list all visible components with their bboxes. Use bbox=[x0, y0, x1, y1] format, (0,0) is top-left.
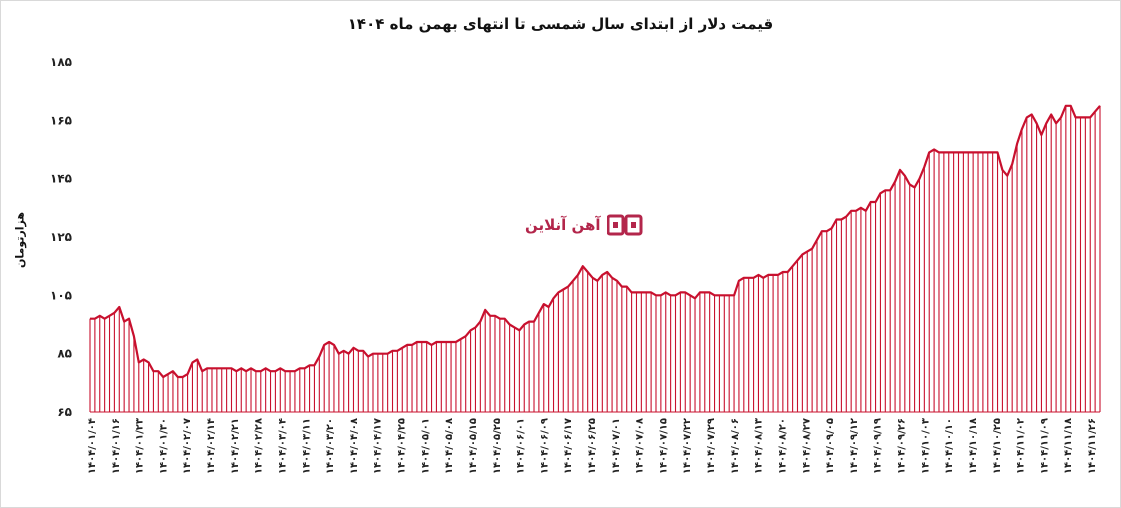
x-tick-label: ۱۴۰۴/۰۷/۲۲ bbox=[682, 418, 693, 474]
x-tick-label: ۱۴۰۴/۰۵/۰۸ bbox=[444, 418, 455, 474]
x-tick-label: ۱۴۰۴/۰۸/۲۷ bbox=[801, 418, 812, 474]
x-tick-label: ۱۴۰۴/۰۸/۱۳ bbox=[754, 418, 765, 474]
x-tick-label: ۱۴۰۴/۰۵/۲۵ bbox=[492, 418, 503, 474]
x-tick-label: ۱۴۰۴/۰۳/۱۱ bbox=[301, 418, 312, 474]
x-tick-label: ۱۴۰۴/۱۰/۱۸ bbox=[968, 418, 979, 474]
chart-title: قیمت دلار از ابتدای سال شمسی تا انتهای ب… bbox=[347, 15, 774, 33]
x-tick-label: ۱۴۰۴/۰۱/۱۶ bbox=[111, 418, 122, 474]
x-tick-label: ۱۴۰۴/۰۲/۲۸ bbox=[254, 418, 265, 474]
x-tick-label: ۱۴۰۴/۰۴/۰۸ bbox=[349, 418, 360, 474]
y-tick-label: ۶۵ bbox=[57, 405, 72, 419]
x-tick-label: ۱۴۰۴/۰۷/۲۹ bbox=[706, 418, 717, 474]
x-tick-label: ۱۴۰۴/۰۵/۱۵ bbox=[468, 418, 479, 474]
x-tick-label: ۱۴۰۴/۰۶/۲۵ bbox=[587, 418, 598, 474]
y-tick-label: ۱۸۵ bbox=[50, 55, 72, 69]
x-tick-label: ۱۴۰۴/۰۷/۰۱ bbox=[611, 418, 622, 474]
logo-text: آهن آنلاین bbox=[525, 216, 601, 234]
x-tick-label: ۱۴۰۴/۰۶/۰۱ bbox=[516, 418, 527, 474]
logo-mark-icon bbox=[606, 214, 643, 236]
x-tick-label: ۱۴۰۴/۰۴/۲۵ bbox=[397, 418, 408, 474]
x-tick-label: ۱۴۰۴/۱۰/۱۰ bbox=[944, 418, 955, 474]
x-tick-label: ۱۴۰۴/۰۱/۰۴ bbox=[87, 418, 98, 474]
x-tick-label: ۱۴۰۴/۰۱/۳۰ bbox=[158, 418, 169, 474]
x-tick-label: ۱۴۰۴/۱۱/۰۲ bbox=[1016, 418, 1027, 474]
x-tick-label: ۱۴۰۴/۰۹/۱۲ bbox=[849, 418, 860, 474]
x-tick-label: ۱۴۰۴/۰۶/۱۷ bbox=[563, 418, 574, 474]
x-tick-label: ۱۴۰۴/۰۶/۰۹ bbox=[539, 418, 550, 474]
x-tick-label: ۱۴۰۴/۰۳/۲۰ bbox=[325, 418, 336, 474]
y-tick-label: ۸۵ bbox=[57, 347, 72, 361]
x-tick-label: ۱۴۰۴/۰۲/۰۷ bbox=[182, 418, 193, 474]
logo: آهن آنلاین bbox=[525, 214, 643, 236]
x-tick-label: ۱۴۰۴/۱۱/۰۹ bbox=[1039, 418, 1050, 474]
y-tick-label: ۱۰۵ bbox=[50, 288, 72, 302]
x-tick-label: ۱۴۰۴/۰۵/۰۱ bbox=[420, 418, 431, 474]
x-tick-label: ۱۴۰۴/۱۰/۰۳ bbox=[920, 418, 931, 474]
series-line bbox=[90, 104, 1101, 379]
x-tick-label: ۱۴۰۴/۰۹/۰۵ bbox=[825, 418, 836, 474]
x-tick-label: ۱۴۰۴/۰۹/۱۹ bbox=[873, 418, 884, 474]
x-tick-label: ۱۴۰۴/۰۳/۰۴ bbox=[277, 418, 288, 474]
x-tick-label: ۱۴۰۴/۰۹/۲۶ bbox=[897, 418, 908, 474]
x-tick-label: ۱۴۰۴/۰۲/۱۴ bbox=[206, 418, 217, 474]
x-tick-label: ۱۴۰۴/۰۸/۰۶ bbox=[730, 418, 741, 474]
y-tick-label: ۱۲۵ bbox=[50, 230, 72, 244]
x-tick-label: ۱۴۰۴/۰۲/۲۱ bbox=[230, 418, 241, 474]
x-tick-label: ۱۴۰۴/۰۱/۲۳ bbox=[135, 418, 146, 474]
x-tick-label: ۱۴۰۴/۱۰/۲۵ bbox=[992, 418, 1003, 474]
x-tick-label: ۱۴۰۴/۰۴/۱۷ bbox=[373, 418, 384, 474]
x-tick-label: ۱۴۰۴/۰۸/۲۰ bbox=[777, 418, 788, 474]
y-tick-label: ۱۶۵ bbox=[50, 113, 72, 127]
x-tick-label: ۱۴۰۴/۱۱/۲۶ bbox=[1087, 418, 1098, 474]
x-tick-label: ۱۴۰۴/۰۷/۱۵ bbox=[658, 418, 669, 474]
x-tick-label: ۱۴۰۴/۰۷/۰۸ bbox=[635, 418, 646, 474]
y-tick-label: ۱۴۵ bbox=[50, 172, 72, 186]
area-bars bbox=[89, 105, 1101, 412]
x-tick-label: ۱۴۰۴/۱۱/۱۸ bbox=[1063, 418, 1074, 474]
